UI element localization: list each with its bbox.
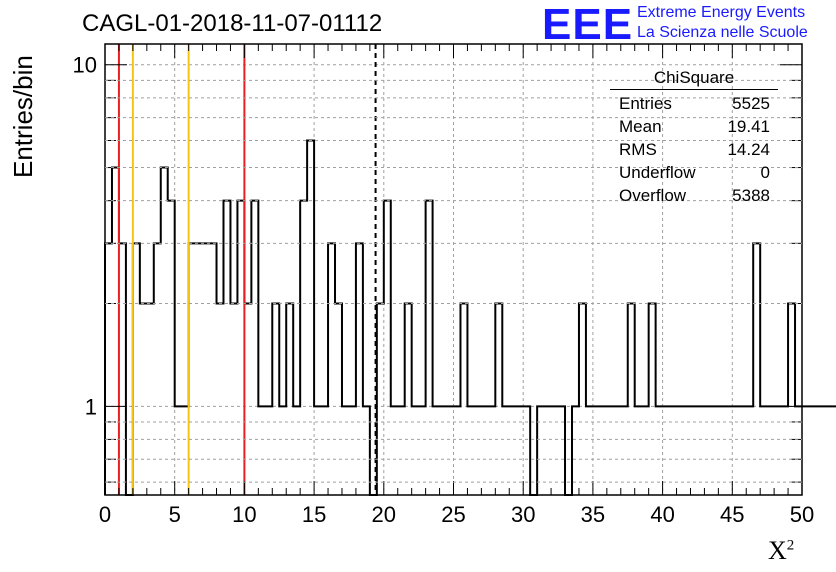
stats-label: Mean bbox=[619, 117, 662, 136]
x-tick-label: 0 bbox=[99, 502, 111, 527]
stats-value: 14.24 bbox=[727, 140, 770, 159]
stats-box: ChiSquare Entries 5525 Mean 19.41 RMS 14.24… bbox=[610, 68, 778, 207]
x-tick-label: 50 bbox=[790, 502, 814, 527]
y-axis-label: Entries/bin bbox=[8, 55, 38, 178]
x-axis-label: X2 bbox=[768, 536, 794, 566]
x-axis-label-sup: 2 bbox=[786, 537, 795, 554]
stats-row-overflow: Overflow 5388 bbox=[610, 184, 778, 207]
logo-line-1: Extreme Energy Events bbox=[637, 4, 806, 21]
stats-value: 0 bbox=[760, 163, 770, 182]
x-tick-label: 5 bbox=[169, 502, 181, 527]
stats-label: Entries bbox=[619, 94, 672, 113]
stats-row-mean: Mean 19.41 bbox=[610, 115, 778, 138]
x-tick-label: 30 bbox=[511, 502, 535, 527]
y-tick-label: 10 bbox=[73, 53, 97, 78]
stats-row-underflow: Underflow 0 bbox=[610, 161, 778, 184]
x-tick-label: 45 bbox=[720, 502, 744, 527]
x-tick-label: 15 bbox=[302, 502, 326, 527]
y-tick-label: 1 bbox=[85, 394, 97, 419]
x-tick-label: 10 bbox=[232, 502, 256, 527]
stats-row-entries: Entries 5525 bbox=[610, 92, 778, 115]
stats-value: 5388 bbox=[732, 186, 770, 205]
chart-title: CAGL-01-2018-11-07-01112 bbox=[82, 10, 383, 37]
stats-row-rms: RMS 14.24 bbox=[610, 138, 778, 161]
x-tick-label: 40 bbox=[650, 502, 674, 527]
x-tick-label: 35 bbox=[581, 502, 605, 527]
x-axis-label-base: X bbox=[768, 536, 787, 565]
stats-label: Underflow bbox=[619, 163, 696, 182]
stats-label: RMS bbox=[619, 140, 657, 159]
stats-value: 19.41 bbox=[727, 117, 770, 136]
stats-value: 5525 bbox=[732, 94, 770, 113]
logo-line-2: La Scienza nelle Scuole bbox=[637, 24, 808, 41]
stats-label: Overflow bbox=[619, 186, 687, 205]
x-tick-label: 25 bbox=[441, 502, 465, 527]
x-tick-label: 20 bbox=[372, 502, 396, 527]
eee-logo-mark: EEE bbox=[542, 0, 634, 49]
stats-title: ChiSquare bbox=[610, 68, 778, 90]
